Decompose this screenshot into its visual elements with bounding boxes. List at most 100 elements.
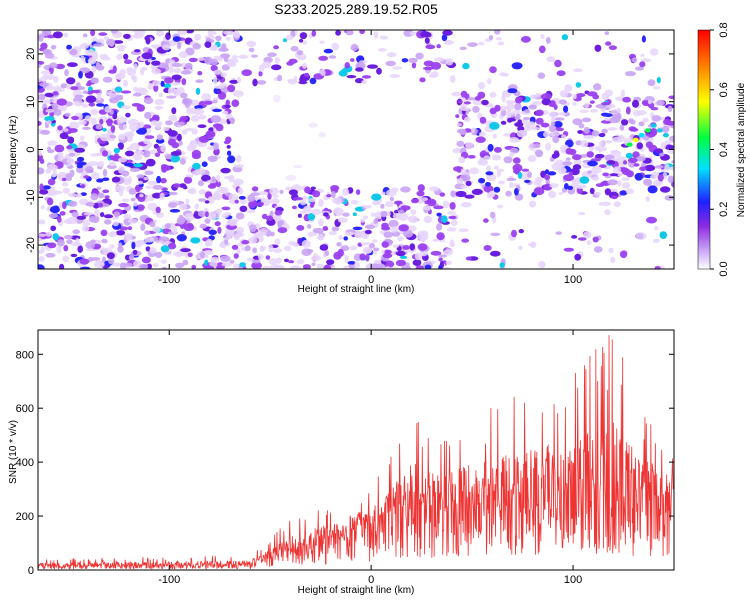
heatmap-blob	[323, 264, 331, 269]
heatmap-blob	[461, 238, 470, 243]
heatmap-blob	[257, 253, 264, 260]
heatmap-blob	[39, 189, 49, 195]
heatmap-blob	[556, 70, 566, 77]
heatmap-blob	[572, 154, 582, 161]
heatmap-blob	[207, 155, 218, 162]
heatmap-blob	[115, 230, 126, 236]
heatmap-blob	[323, 48, 334, 54]
heatmap-blob	[624, 71, 636, 77]
heatmap-blob	[330, 185, 340, 191]
heatmap-blob	[619, 190, 628, 196]
heatmap-blob	[188, 142, 198, 149]
heatmap-blob	[518, 245, 523, 251]
heatmap-blob	[82, 219, 91, 227]
heatmap-blob	[71, 115, 79, 121]
heatmap-blob	[223, 140, 230, 145]
heatmap-blob	[342, 188, 349, 196]
heatmap-blob	[458, 156, 466, 164]
heatmap-blob	[660, 186, 671, 193]
heatmap-blob	[620, 89, 626, 98]
heatmap-blob	[70, 86, 79, 91]
heatmap-blob	[409, 243, 416, 251]
heatmap-blob	[145, 158, 156, 167]
heatmap-spectrogram	[38, 30, 674, 269]
heatmap-blob	[136, 121, 145, 129]
heatmap-blob	[292, 242, 300, 247]
heatmap-blob	[667, 175, 674, 184]
heatmap-blob	[331, 226, 340, 232]
heatmap-blob	[671, 160, 674, 164]
heatmap-blob	[231, 244, 239, 250]
heatmap-blob	[540, 93, 552, 101]
heatmap-blob	[373, 247, 380, 252]
heatmap-blob	[166, 95, 177, 99]
heatmap-blob	[38, 78, 42, 83]
heatmap-blob	[112, 40, 124, 44]
heatmap-blob	[115, 185, 126, 192]
heatmap-blob	[288, 189, 298, 196]
snr-x-tick-label: 100	[564, 574, 582, 586]
heatmap-blob	[108, 257, 115, 265]
heatmap-blob	[76, 215, 87, 220]
heatmap-blob	[583, 126, 590, 134]
heatmap-blob	[251, 54, 258, 58]
heatmap-blob	[553, 151, 560, 159]
heatmap-blob	[92, 77, 99, 84]
heatmap-blob	[483, 218, 489, 223]
heatmap-blob	[244, 245, 251, 252]
heatmap-blob	[248, 47, 255, 53]
heatmap-blob	[220, 255, 231, 262]
heatmap-blob	[277, 227, 288, 234]
heatmap-blob	[197, 71, 203, 76]
heatmap-blob	[424, 200, 429, 205]
heatmap-blob	[201, 174, 211, 182]
heatmap-blob	[326, 259, 335, 265]
heatmap-blob	[141, 52, 153, 60]
heatmap-blob	[545, 37, 551, 44]
heatmap-blob	[308, 198, 317, 202]
heatmap-blob	[102, 189, 110, 194]
heatmap-blob	[79, 266, 91, 269]
heatmap-blob	[119, 226, 129, 231]
heatmap-blob	[274, 238, 281, 246]
heatmap-blob	[144, 170, 154, 175]
heatmap-blob	[311, 262, 316, 267]
heatmap-blob	[160, 80, 165, 87]
heatmap-blob	[521, 126, 532, 131]
heatmap-blob	[478, 82, 485, 90]
heatmap-blob	[352, 212, 357, 216]
heatmap-blob	[335, 30, 341, 36]
heatmap-blob	[563, 247, 574, 252]
heatmap-blob	[149, 247, 157, 254]
heatmap-blob	[465, 180, 472, 187]
heatmap-blob	[79, 135, 85, 141]
heatmap-blob	[146, 263, 152, 269]
heatmap-blob	[56, 98, 67, 106]
heatmap-blob	[121, 170, 130, 177]
heatmap-blob	[128, 188, 137, 195]
heatmap-blob	[72, 229, 80, 235]
heatmap-blob	[41, 99, 52, 104]
heatmap-blob	[520, 36, 531, 43]
heatmap-blob	[93, 51, 98, 59]
heatmap-blob	[233, 31, 241, 39]
heatmap-blob	[80, 192, 87, 197]
heatmap-blob	[449, 202, 456, 210]
heatmap-blob	[533, 143, 541, 149]
heatmap-blob	[182, 259, 189, 266]
heatmap-blob	[659, 231, 668, 240]
heatmap-blob	[521, 168, 530, 172]
heatmap-hot-blob	[656, 128, 663, 133]
heatmap-blob	[179, 158, 186, 165]
heatmap-blob	[540, 122, 550, 128]
heatmap-blob	[541, 98, 551, 106]
heatmap-blob	[361, 80, 368, 84]
heatmap-blob	[371, 239, 378, 243]
heatmap-blob	[511, 62, 523, 70]
heatmap-blob	[197, 180, 204, 187]
heatmap-blob	[364, 229, 372, 235]
heatmap-blob	[489, 122, 500, 130]
heatmap-blob	[236, 247, 241, 255]
heatmap-blob	[601, 201, 611, 207]
